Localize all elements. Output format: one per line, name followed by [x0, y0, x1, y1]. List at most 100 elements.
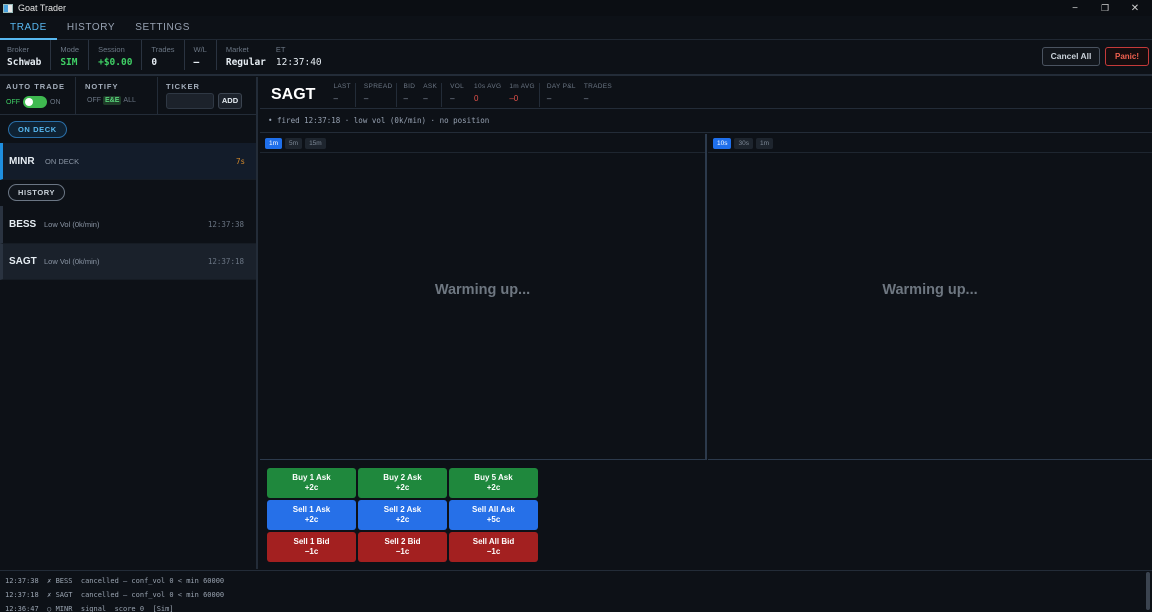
notify-control: NOTIFY OFF E&E ALL [76, 77, 158, 115]
session-stat: Session +$0.00 [98, 40, 143, 70]
timeframe-bar: 10s 30s 1m [708, 134, 1152, 153]
timeframe-30s[interactable]: 30s [734, 137, 753, 149]
history-item[interactable]: SAGT Low Vol (0k/min) 12:37:18 [0, 244, 256, 280]
auto-trade-on-label: ON [50, 98, 61, 106]
minimize-icon[interactable]: − [1072, 2, 1078, 14]
on-deck-symbol: MINR [9, 155, 35, 167]
tab-settings[interactable]: SETTINGS [135, 22, 191, 33]
history-time: 12:37:18 [207, 257, 244, 266]
order-label: Buy 5 Ask [474, 473, 513, 482]
field-spread: SPREAD – [356, 83, 398, 107]
field-value: – [403, 94, 408, 103]
fired-status: • fired 12:37:18 · low vol (0k/min) · no… [260, 109, 1152, 133]
order-label: Sell All Ask [472, 505, 515, 514]
wl-value: – [193, 57, 200, 68]
field-day-pnl: DAY P&L – [540, 83, 580, 107]
sell-2-ask-button[interactable]: Sell 2 Ask +2c [358, 500, 447, 530]
et-clock: 12:37:40 [275, 57, 322, 68]
on-deck-status: ON DECK [45, 156, 80, 166]
history-item[interactable]: BESS Low Vol (0k/min) 12:37:38 [0, 206, 256, 244]
notify-off-option[interactable]: OFF [87, 97, 101, 104]
on-deck-pill[interactable]: ON DECK [8, 121, 67, 138]
mode-stat: Mode SIM [60, 40, 90, 70]
sell-1-ask-button[interactable]: Sell 1 Ask +2c [267, 500, 356, 530]
chart-panel-right: 10s 30s 1m Warming up... [708, 134, 1152, 460]
auto-trade-toggle[interactable] [23, 96, 47, 108]
history-time: 12:37:38 [207, 220, 244, 229]
log-line: 12:37:38 ✗ BESS cancelled — conf_vol 0 <… [5, 577, 225, 585]
field-value: – [546, 94, 552, 103]
notify-segmented: OFF E&E ALL [85, 96, 157, 105]
ticker-control: TICKER ADD [158, 77, 242, 115]
field-label: 1m AVG [509, 83, 535, 90]
field-bid: BID – [397, 83, 419, 107]
broker-stat: Broker Schwab [7, 40, 52, 70]
field-label: DAY P&L [546, 83, 576, 90]
trades-stat: Trades 0 [151, 40, 185, 70]
field-label: VOL [450, 83, 465, 90]
field-value: – [423, 94, 428, 103]
order-offset: +2c [304, 483, 319, 492]
tab-history[interactable]: HISTORY [66, 22, 116, 33]
sell-all-bid-button[interactable]: Sell All Bid −1c [449, 532, 538, 562]
history-pill[interactable]: HISTORY [8, 184, 66, 201]
order-offset: −1c [304, 547, 319, 556]
buy-5-ask-button[interactable]: Buy 5 Ask +2c [449, 468, 538, 498]
sell-1-bid-button[interactable]: Sell 1 Bid −1c [267, 532, 356, 562]
order-pad: Buy 1 Ask +2c Buy 2 Ask +2c Buy 5 Ask +2c S… [260, 463, 1152, 569]
timeframe-1m[interactable]: 1m [265, 137, 283, 149]
main-tabs: TRADE HISTORY SETTINGS [0, 16, 1152, 40]
field-value: – [583, 94, 589, 103]
field-label: TRADES [583, 83, 612, 90]
timeframe-5m[interactable]: 5m [285, 137, 303, 149]
trades-label: Trades [151, 45, 175, 54]
chart-panel-left: 1m 5m 15m Warming up... [260, 134, 707, 460]
log-scrollbar[interactable] [1146, 572, 1150, 610]
order-label: Sell 2 Ask [383, 505, 422, 514]
buy-2-ask-button[interactable]: Buy 2 Ask +2c [358, 468, 447, 498]
restore-icon[interactable]: ❐ [1100, 2, 1110, 13]
history-note: Low Vol (0k/min) [44, 220, 100, 229]
order-label: Buy 1 Ask [292, 473, 331, 482]
field-label: LAST [333, 83, 351, 90]
app-icon [3, 3, 13, 13]
trades-value: 0 [151, 57, 158, 68]
buy-1-ask-button[interactable]: Buy 1 Ask +2c [267, 468, 356, 498]
left-pane: AUTO TRADE OFF ON NOTIFY OFF E&E ALL TIC… [0, 77, 258, 569]
add-ticker-button[interactable]: ADD [218, 93, 242, 109]
timeframe-10s[interactable]: 10s [713, 137, 732, 149]
broker-value: Schwab [7, 57, 42, 68]
timeframe-1m[interactable]: 1m [755, 137, 773, 149]
field-value: –0 [509, 94, 519, 103]
field-label: 10s AVG [474, 83, 502, 90]
symbol-title: SAGT [271, 86, 316, 103]
controls-bar: AUTO TRADE OFF ON NOTIFY OFF E&E ALL TIC… [0, 77, 256, 115]
sell-all-ask-button[interactable]: Sell All Ask +5c [449, 500, 538, 530]
order-offset: +2c [304, 515, 319, 524]
auto-trade-label: AUTO TRADE [6, 82, 66, 91]
field-label: ASK [423, 83, 438, 90]
ticker-input[interactable] [166, 93, 214, 109]
field-value: – [333, 94, 338, 103]
right-pane: SAGT LAST – SPREAD – BID – ASK – VOL – 10s AV… [260, 77, 1152, 569]
session-label: Session [98, 45, 125, 54]
tab-trade[interactable]: TRADE [0, 16, 57, 40]
field-value: – [363, 94, 369, 103]
order-offset: −1c [486, 547, 501, 556]
notify-all-option[interactable]: ALL [123, 97, 136, 104]
auto-trade-row: OFF ON [6, 96, 75, 108]
close-icon[interactable]: ✕ [1130, 2, 1140, 14]
sell-2-bid-button[interactable]: Sell 2 Bid −1c [358, 532, 447, 562]
market-stat: Market Regular [226, 40, 276, 70]
timeframe-15m[interactable]: 15m [305, 137, 326, 149]
status-bar: Broker Schwab Mode SIM Session +$0.00 Tr… [0, 40, 1152, 76]
log-line: 12:37:18 ✗ SAGT cancelled — conf_vol 0 <… [5, 591, 225, 599]
notify-label: NOTIFY [85, 82, 119, 91]
cancel-all-button[interactable]: Cancel All [1042, 47, 1100, 66]
panic-button[interactable]: Panic! [1105, 47, 1149, 66]
on-deck-item[interactable]: MINR ON DECK 7s [0, 143, 256, 180]
notify-ee-option[interactable]: E&E [103, 96, 122, 105]
order-offset: −1c [395, 547, 410, 556]
session-value: +$0.00 [98, 57, 133, 68]
